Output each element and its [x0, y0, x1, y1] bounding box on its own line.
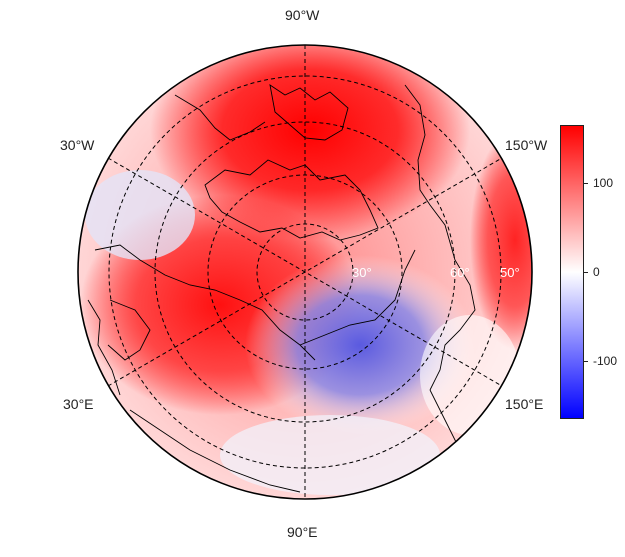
map-border [77, 44, 533, 500]
anomaly-field [78, 45, 532, 499]
hudson-coast [174, 94, 266, 141]
colorbar-tick-mark-bottom [584, 361, 588, 362]
latitude-circle-inner [256, 223, 354, 321]
lon-label-30w: 30°W [60, 137, 95, 153]
lon-label-90e: 90°E [287, 524, 318, 540]
lat-label-middle: 60° [450, 265, 470, 280]
lon-label-30e: 30°E [63, 396, 94, 412]
graticule [107, 45, 503, 499]
greenland-coast [204, 159, 379, 241]
siberia-north-coast [299, 249, 416, 346]
colorbar [560, 125, 584, 419]
lon-label-150w: 150°W [505, 137, 548, 153]
west-europe-coast [87, 299, 121, 396]
colorbar-tick-100: 100 [593, 176, 614, 190]
meridian-30e-150w [107, 157, 503, 387]
latitude-circle-2 [207, 174, 403, 370]
lon-label-90w: 90°W [285, 7, 320, 23]
south-asia-boundary [129, 409, 301, 493]
colorbar-tick-minus100: -100 [593, 354, 618, 368]
alaska-coast [404, 84, 476, 391]
negative-anomaly-siberia-arctic [245, 255, 475, 435]
lat-label-outer: 50° [500, 265, 520, 280]
colorbar-tick-mark-mid [584, 272, 588, 273]
positive-anomaly-canadian-arctic [150, 45, 470, 240]
colorbar-tick-0: 0 [593, 265, 600, 279]
latitude-circle-outer [108, 75, 502, 469]
latitude-circle-3 [154, 121, 456, 423]
iberia-europe-coast [107, 299, 151, 361]
lat-label-inner: 30° [352, 265, 372, 280]
scandinavia-coast [94, 244, 316, 361]
lon-label-150e: 150°E [505, 396, 544, 412]
colorbar-tick-mark-top [584, 183, 588, 184]
